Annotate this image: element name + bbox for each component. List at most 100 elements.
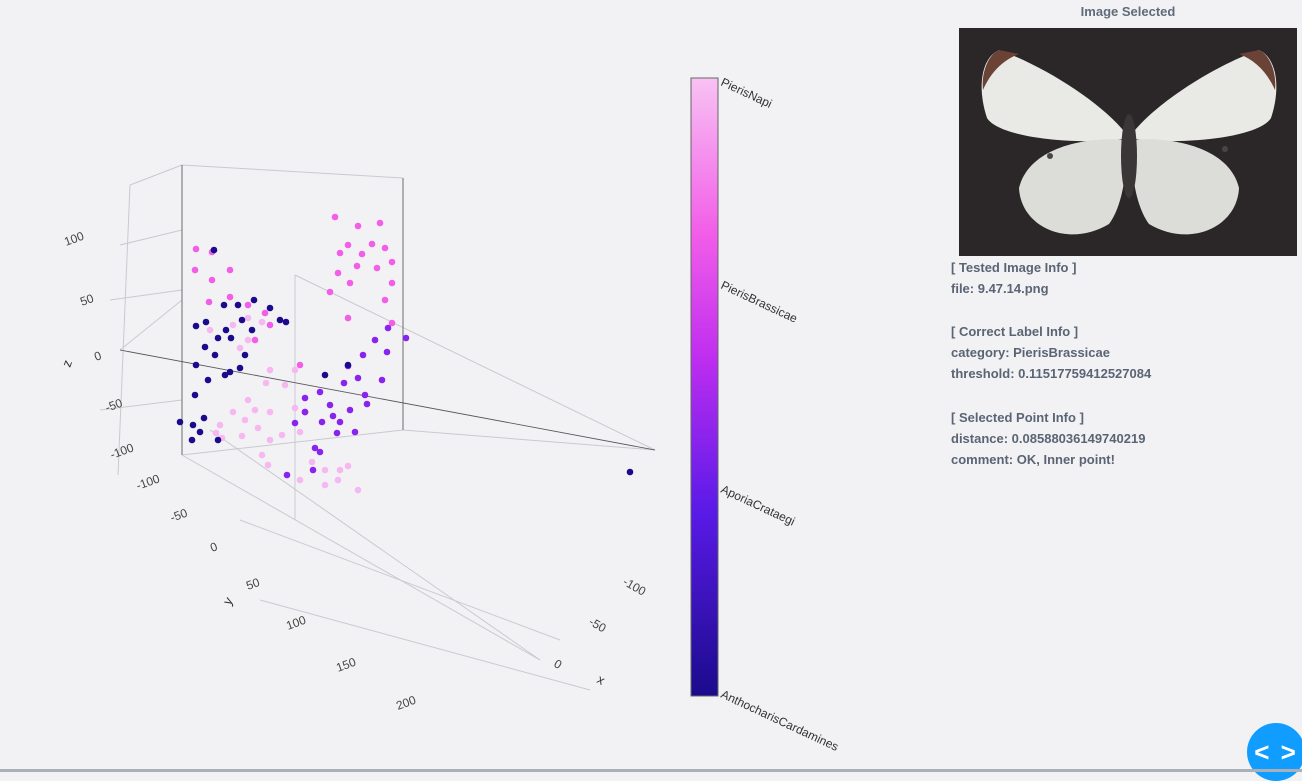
scatter-point[interactable]	[226, 266, 234, 274]
scatter-point[interactable]	[220, 301, 228, 309]
scatter-point[interactable]	[354, 486, 362, 494]
scatter-point[interactable]	[282, 318, 290, 326]
scatter-point[interactable]	[202, 318, 210, 326]
scatter-point[interactable]	[192, 322, 200, 330]
scatter-point[interactable]	[321, 371, 329, 379]
scatter-point[interactable]	[244, 396, 252, 404]
scatter-point[interactable]	[229, 408, 237, 416]
scatter-point[interactable]	[346, 406, 354, 414]
scatter-point[interactable]	[318, 418, 326, 426]
scatter-point[interactable]	[368, 240, 376, 248]
scatter-point[interactable]	[309, 466, 317, 474]
scatter-point[interactable]	[212, 429, 220, 437]
scatter-point[interactable]	[283, 471, 291, 479]
scatter-point[interactable]	[334, 269, 342, 277]
scatter-point[interactable]	[258, 451, 266, 459]
scatter-point[interactable]	[346, 279, 354, 287]
scatter-point[interactable]	[226, 293, 234, 301]
scatter-point[interactable]	[241, 351, 249, 359]
scatter-point[interactable]	[266, 321, 274, 329]
scatter-point[interactable]	[354, 374, 362, 382]
scatter-point[interactable]	[192, 245, 200, 253]
scatter-point[interactable]	[344, 241, 352, 249]
scatter-point[interactable]	[204, 376, 212, 384]
scatter-point[interactable]	[281, 381, 289, 389]
scatter-point[interactable]	[371, 336, 379, 344]
scatter-point[interactable]	[361, 391, 369, 399]
scatter-point[interactable]	[236, 344, 244, 352]
scatter-point[interactable]	[201, 343, 209, 351]
scatter-point[interactable]	[176, 418, 184, 426]
scatter-point[interactable]	[266, 436, 274, 444]
scatter-point[interactable]	[238, 316, 246, 324]
scatter-point[interactable]	[278, 431, 286, 439]
scatter-point[interactable]	[222, 326, 230, 334]
scatter-point[interactable]	[378, 376, 386, 384]
scatter-point[interactable]	[296, 476, 304, 484]
scatter-point[interactable]	[336, 466, 344, 474]
scatter-point[interactable]	[211, 351, 219, 359]
scatter-point[interactable]	[358, 250, 366, 258]
scatter-point[interactable]	[205, 298, 213, 306]
scatter-point[interactable]	[192, 361, 200, 369]
scatter-point[interactable]	[221, 371, 229, 379]
scatter-point[interactable]	[266, 304, 274, 312]
scatter-point[interactable]	[388, 258, 396, 266]
scatter-point[interactable]	[244, 301, 252, 309]
scatter-point[interactable]	[296, 428, 304, 436]
scatter-point[interactable]	[261, 309, 269, 317]
scatter-point[interactable]	[241, 416, 249, 424]
data-points[interactable]	[176, 213, 634, 494]
scatter-point[interactable]	[326, 288, 334, 296]
scatter3d-plot[interactable]: 100 50 0 -50 -100 z -100 -50 0 50 100 15…	[0, 0, 930, 772]
scatter-point[interactable]	[321, 481, 329, 489]
scatter-point[interactable]	[251, 406, 259, 414]
scatter-point[interactable]	[248, 326, 256, 334]
scatter-point[interactable]	[381, 244, 389, 252]
scatter-point[interactable]	[229, 321, 237, 329]
scatter-point[interactable]	[388, 319, 396, 327]
scatter-point[interactable]	[291, 366, 299, 374]
scatter-point[interactable]	[214, 334, 222, 342]
scatter-point[interactable]	[316, 388, 324, 396]
scatter-point[interactable]	[336, 418, 344, 426]
scatter-point[interactable]	[254, 424, 262, 432]
scatter-point[interactable]	[336, 249, 344, 257]
scatter-point[interactable]	[381, 296, 389, 304]
scatter-point[interactable]	[234, 301, 242, 309]
scatter-point[interactable]	[383, 348, 391, 356]
scatter-point[interactable]	[311, 444, 319, 452]
scatter-point[interactable]	[331, 213, 339, 221]
scatter-point[interactable]	[291, 419, 299, 427]
scatter-point[interactable]	[334, 476, 342, 484]
scatter-point[interactable]	[333, 429, 341, 437]
scatter-point[interactable]	[363, 400, 371, 408]
scatter-point[interactable]	[264, 461, 272, 469]
scatter-point[interactable]	[196, 428, 204, 436]
scatter-point[interactable]	[376, 219, 384, 227]
scatter-point[interactable]	[238, 432, 246, 440]
scatter-point[interactable]	[308, 458, 316, 466]
scatter-point[interactable]	[266, 408, 274, 416]
scatter-point[interactable]	[251, 336, 259, 344]
scatter-point[interactable]	[216, 421, 224, 429]
scatter-point[interactable]	[266, 366, 274, 374]
scatter-point[interactable]	[340, 379, 348, 387]
scatter-point[interactable]	[384, 324, 392, 332]
scatter-point[interactable]	[244, 336, 252, 344]
scatter-point[interactable]	[276, 316, 284, 324]
scatter-point[interactable]	[214, 436, 222, 444]
scatter-point[interactable]	[262, 379, 270, 387]
scatter-point[interactable]	[388, 279, 396, 287]
scatter-point[interactable]	[329, 412, 337, 420]
scatter-point[interactable]	[188, 436, 196, 444]
scatter-point[interactable]	[291, 404, 299, 412]
scatter-point[interactable]	[344, 361, 352, 369]
scatter-point[interactable]	[191, 266, 199, 274]
scatter-point[interactable]	[296, 361, 304, 369]
scatter-point[interactable]	[301, 408, 309, 416]
scatter3d-svg[interactable]: 100 50 0 -50 -100 z -100 -50 0 50 100 15…	[0, 0, 930, 772]
scatter-point[interactable]	[244, 314, 252, 322]
scatter-point[interactable]	[301, 394, 309, 402]
scatter-point[interactable]	[258, 318, 266, 326]
